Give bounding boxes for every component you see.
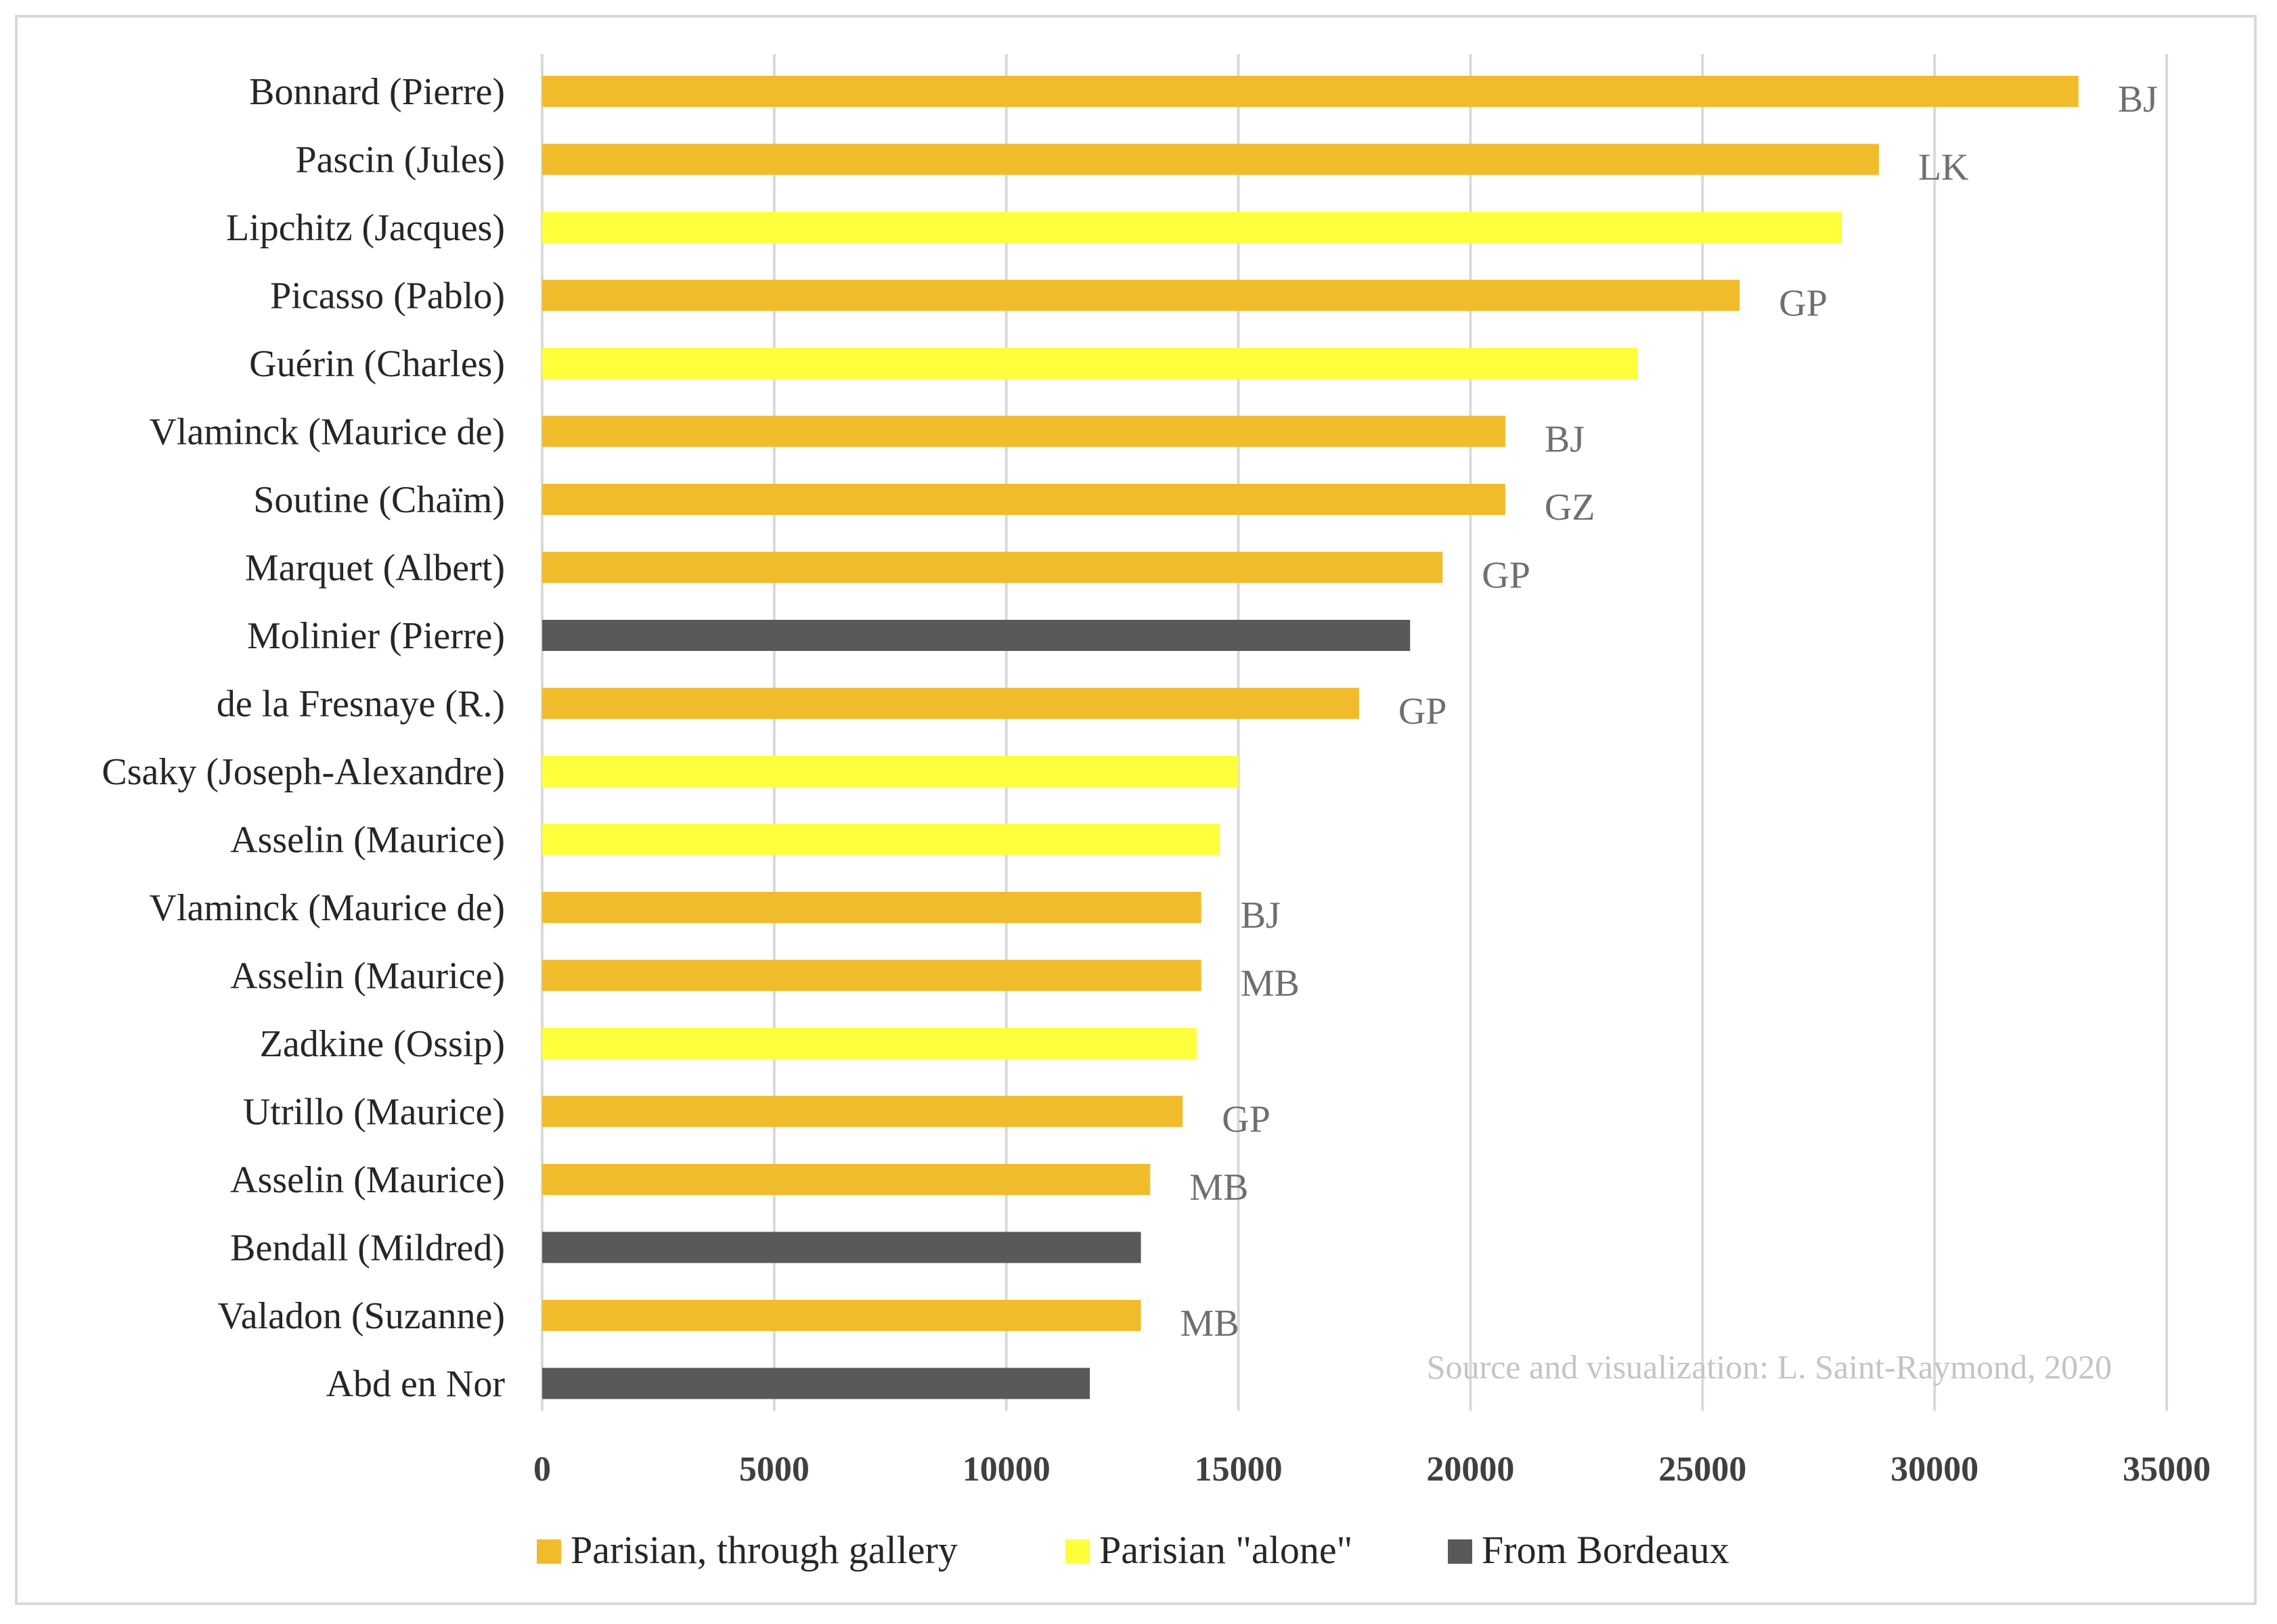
- bar: [542, 1232, 1141, 1263]
- legend-swatch: [1448, 1539, 1472, 1564]
- bar-data-label: GP: [1222, 1099, 1270, 1141]
- category-label: Zadkine (Ossip): [260, 1023, 505, 1065]
- x-tick-label: 35000: [2123, 1450, 2211, 1489]
- x-tick-label: 20000: [1426, 1450, 1514, 1489]
- bar: [542, 212, 1842, 243]
- x-tick-label: 10000: [963, 1450, 1051, 1489]
- x-tick-label: 5000: [739, 1450, 810, 1489]
- legend-label: Parisian, through gallery: [571, 1528, 958, 1572]
- bar: [542, 279, 1740, 311]
- bar-data-label: BJ: [1545, 419, 1585, 461]
- category-label: Csaky (Joseph-Alexandre): [102, 751, 505, 793]
- bar-data-label: MB: [1189, 1167, 1248, 1209]
- bar: [542, 1164, 1151, 1195]
- bar: [542, 76, 2079, 107]
- x-tick-label: 15000: [1195, 1450, 1283, 1489]
- category-label: Marquet (Albert): [245, 547, 505, 589]
- bar-data-label: LK: [1918, 147, 1969, 189]
- category-label: Molinier (Pierre): [247, 615, 505, 657]
- x-tick-label: 0: [533, 1450, 551, 1489]
- category-label: Bendall (Mildred): [230, 1227, 505, 1269]
- chart-frame: [15, 15, 2257, 1605]
- bar-data-label: GP: [1398, 691, 1447, 733]
- bar-data-label: GP: [1482, 555, 1530, 597]
- bar: [542, 1300, 1141, 1331]
- category-label: Guérin (Charles): [249, 343, 505, 385]
- legend-label: Parisian "alone": [1099, 1528, 1352, 1572]
- category-label: Asselin (Maurice): [230, 819, 505, 861]
- data-labels: BJ LK GP BJ GZ GP GP BJ MB GP MB MB: [1180, 78, 2158, 1345]
- bar-data-label: MB: [1180, 1303, 1239, 1345]
- category-label: de la Fresnaye (R.): [217, 683, 505, 725]
- legend: Parisian, through gallery Parisian "alone…: [537, 1528, 1729, 1572]
- bar-data-label: GZ: [1545, 487, 1595, 528]
- bar: [542, 960, 1201, 991]
- bar-data-label: GP: [1779, 283, 1828, 325]
- category-label: Bonnard (Pierre): [249, 71, 505, 113]
- x-axis-ticks: 0 5000 10000 15000 20000 25000 30000 35000: [533, 1450, 2211, 1489]
- bar: [542, 551, 1443, 583]
- bar: [542, 1368, 1090, 1399]
- legend-label: From Bordeaux: [1482, 1528, 1729, 1572]
- category-label: Picasso (Pablo): [270, 275, 505, 317]
- bar-data-label: BJ: [1241, 895, 1281, 937]
- bar: [542, 143, 1879, 175]
- category-label: Asselin (Maurice): [230, 955, 505, 997]
- category-label: Abd en Nor: [326, 1363, 506, 1405]
- bars: [542, 76, 2079, 1399]
- category-label: Asselin (Maurice): [230, 1159, 505, 1201]
- bar-data-label: BJ: [2118, 78, 2158, 120]
- category-label: Pascin (Jules): [295, 139, 505, 181]
- bar: [542, 687, 1359, 719]
- x-tick-label: 30000: [1891, 1450, 1978, 1489]
- bar: [542, 620, 1411, 651]
- category-label: Lipchitz (Jacques): [226, 207, 505, 249]
- bar: [542, 824, 1220, 855]
- category-label: Vlaminck (Maurice de): [149, 411, 505, 453]
- x-tick-label: 25000: [1658, 1450, 1746, 1489]
- legend-swatch: [537, 1539, 561, 1564]
- bar: [542, 756, 1239, 787]
- bar: [542, 415, 1505, 447]
- bar-data-label: MB: [1241, 963, 1300, 1005]
- gridlines: [541, 54, 2168, 1411]
- category-labels: Bonnard (Pierre) Pascin (Jules) Lipchitz (…: [102, 71, 505, 1405]
- bar: [542, 1028, 1197, 1059]
- bar: [542, 348, 1638, 379]
- source-annotation: Source and visualization: L. Saint-Raymo…: [1427, 1348, 2112, 1386]
- category-label: Soutine (Chaïm): [253, 479, 505, 521]
- category-label: Valadon (Suzanne): [217, 1295, 505, 1337]
- bar: [542, 484, 1505, 515]
- bar: [542, 1096, 1183, 1127]
- category-label: Utrillo (Maurice): [243, 1091, 505, 1133]
- category-label: Vlaminck (Maurice de): [149, 887, 505, 929]
- legend-swatch: [1065, 1539, 1090, 1564]
- bar: [542, 892, 1201, 923]
